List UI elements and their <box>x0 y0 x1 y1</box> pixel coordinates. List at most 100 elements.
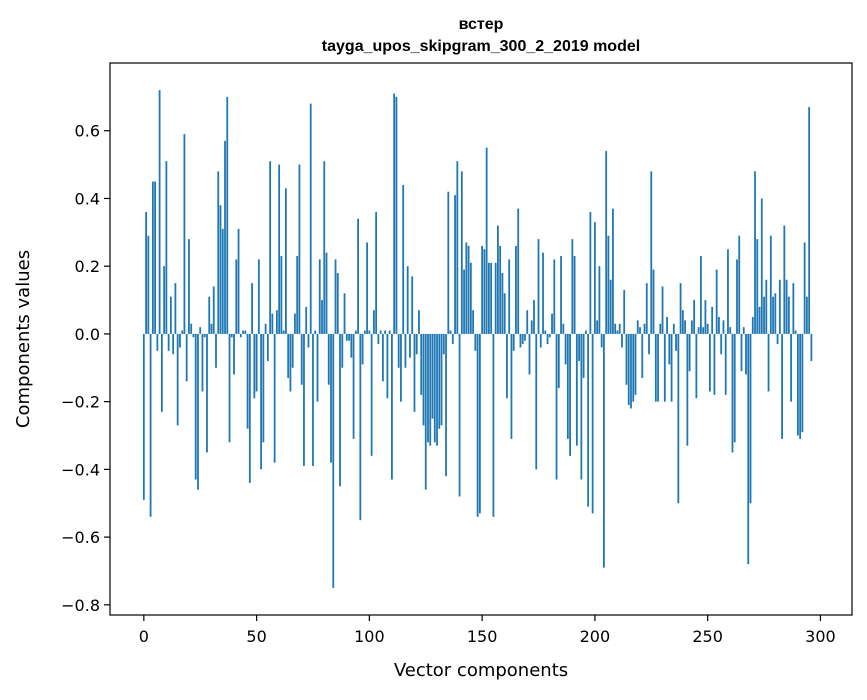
bar-176 <box>539 333 542 348</box>
bar-51 <box>257 259 260 334</box>
bar-99 <box>366 242 368 334</box>
bar-67 <box>294 313 296 334</box>
bar-55 <box>266 333 269 362</box>
bar-243 <box>690 320 693 334</box>
bar-43 <box>239 333 242 338</box>
bar-77 <box>316 333 319 402</box>
bar-161 <box>506 333 508 399</box>
bar-132 <box>440 333 443 426</box>
y-tick-label: 0.0 <box>75 325 100 344</box>
bar-91 <box>348 333 350 341</box>
bar-292 <box>801 333 804 433</box>
bar-9 <box>163 266 166 334</box>
bar-258 <box>724 333 727 395</box>
bar-285 <box>785 279 788 334</box>
bar-136 <box>449 330 452 334</box>
bar-219 <box>636 320 639 334</box>
x-tick-label: 200 <box>580 627 611 646</box>
bar-16 <box>179 333 181 348</box>
bar-169 <box>524 333 526 341</box>
bar-215 <box>627 333 630 406</box>
bar-104 <box>377 333 380 345</box>
bar-111 <box>393 93 396 334</box>
bar-244 <box>693 300 696 334</box>
bar-163 <box>510 333 513 439</box>
bar-262 <box>733 333 736 443</box>
bar-281 <box>776 333 779 345</box>
bar-188 <box>566 333 569 439</box>
bar-290 <box>796 333 799 436</box>
bar-74 <box>309 103 312 334</box>
bar-295 <box>808 107 811 334</box>
bar-84 <box>332 333 335 588</box>
bar-5 <box>154 181 156 334</box>
bar-227 <box>654 333 657 402</box>
bar-275 <box>763 296 765 334</box>
bar-255 <box>718 316 720 334</box>
bar-110 <box>391 333 393 480</box>
bar-286 <box>787 296 790 334</box>
bar-279 <box>772 296 774 334</box>
bar-65 <box>289 333 292 392</box>
bar-121 <box>415 333 418 355</box>
bar-263 <box>736 259 738 334</box>
bar-93 <box>352 333 355 439</box>
bar-154 <box>490 262 493 334</box>
plot-frame <box>109 62 853 616</box>
bar-83 <box>330 333 332 463</box>
bar-23 <box>194 333 197 480</box>
bar-97 <box>361 333 364 365</box>
bar-56 <box>269 161 272 334</box>
bar-64 <box>287 333 290 378</box>
bar-143 <box>465 242 468 334</box>
bar-57 <box>271 313 274 334</box>
bar-289 <box>794 330 797 334</box>
bar-133 <box>442 333 445 355</box>
bar-236 <box>675 333 677 351</box>
bar-269 <box>749 333 752 504</box>
bar-231 <box>663 333 666 402</box>
x-tick-label: 100 <box>354 627 385 646</box>
bars-group <box>142 90 813 588</box>
bar-291 <box>799 333 802 439</box>
bar-149 <box>478 333 481 514</box>
bar-116 <box>404 333 407 368</box>
bar-267 <box>745 333 747 375</box>
bar-34 <box>219 205 222 334</box>
bar-165 <box>515 245 517 334</box>
bar-177 <box>542 252 544 334</box>
bar-144 <box>467 245 470 334</box>
bar-113 <box>397 333 400 368</box>
bar-125 <box>424 333 427 490</box>
bar-156 <box>494 262 497 334</box>
bar-32 <box>215 333 217 368</box>
bar-194 <box>580 333 583 480</box>
bar-147 <box>474 333 477 351</box>
bar-151 <box>483 249 486 334</box>
bar-274 <box>760 198 763 334</box>
bar-150 <box>481 245 484 334</box>
bar-123 <box>420 333 423 395</box>
bar-120 <box>413 333 416 412</box>
bar-33 <box>217 171 220 334</box>
y-tick-label: 0.2 <box>75 257 100 276</box>
bar-82 <box>327 333 330 385</box>
bar-102 <box>372 310 375 334</box>
bar-90 <box>345 333 348 341</box>
bar-192 <box>575 333 578 446</box>
bar-234 <box>670 333 673 402</box>
x-axis-label: Vector components <box>394 660 568 681</box>
bar-42 <box>237 228 240 334</box>
bar-208 <box>612 208 614 334</box>
bar-35 <box>221 228 224 334</box>
bar-13 <box>172 333 175 355</box>
bar-220 <box>639 327 641 334</box>
bar-31 <box>212 286 215 334</box>
bar-206 <box>607 235 610 334</box>
bar-179 <box>546 333 549 345</box>
bar-7 <box>158 90 161 334</box>
bar-87 <box>339 333 341 487</box>
bar-225 <box>650 171 653 334</box>
bar-115 <box>402 184 405 334</box>
bar-92 <box>350 333 353 358</box>
